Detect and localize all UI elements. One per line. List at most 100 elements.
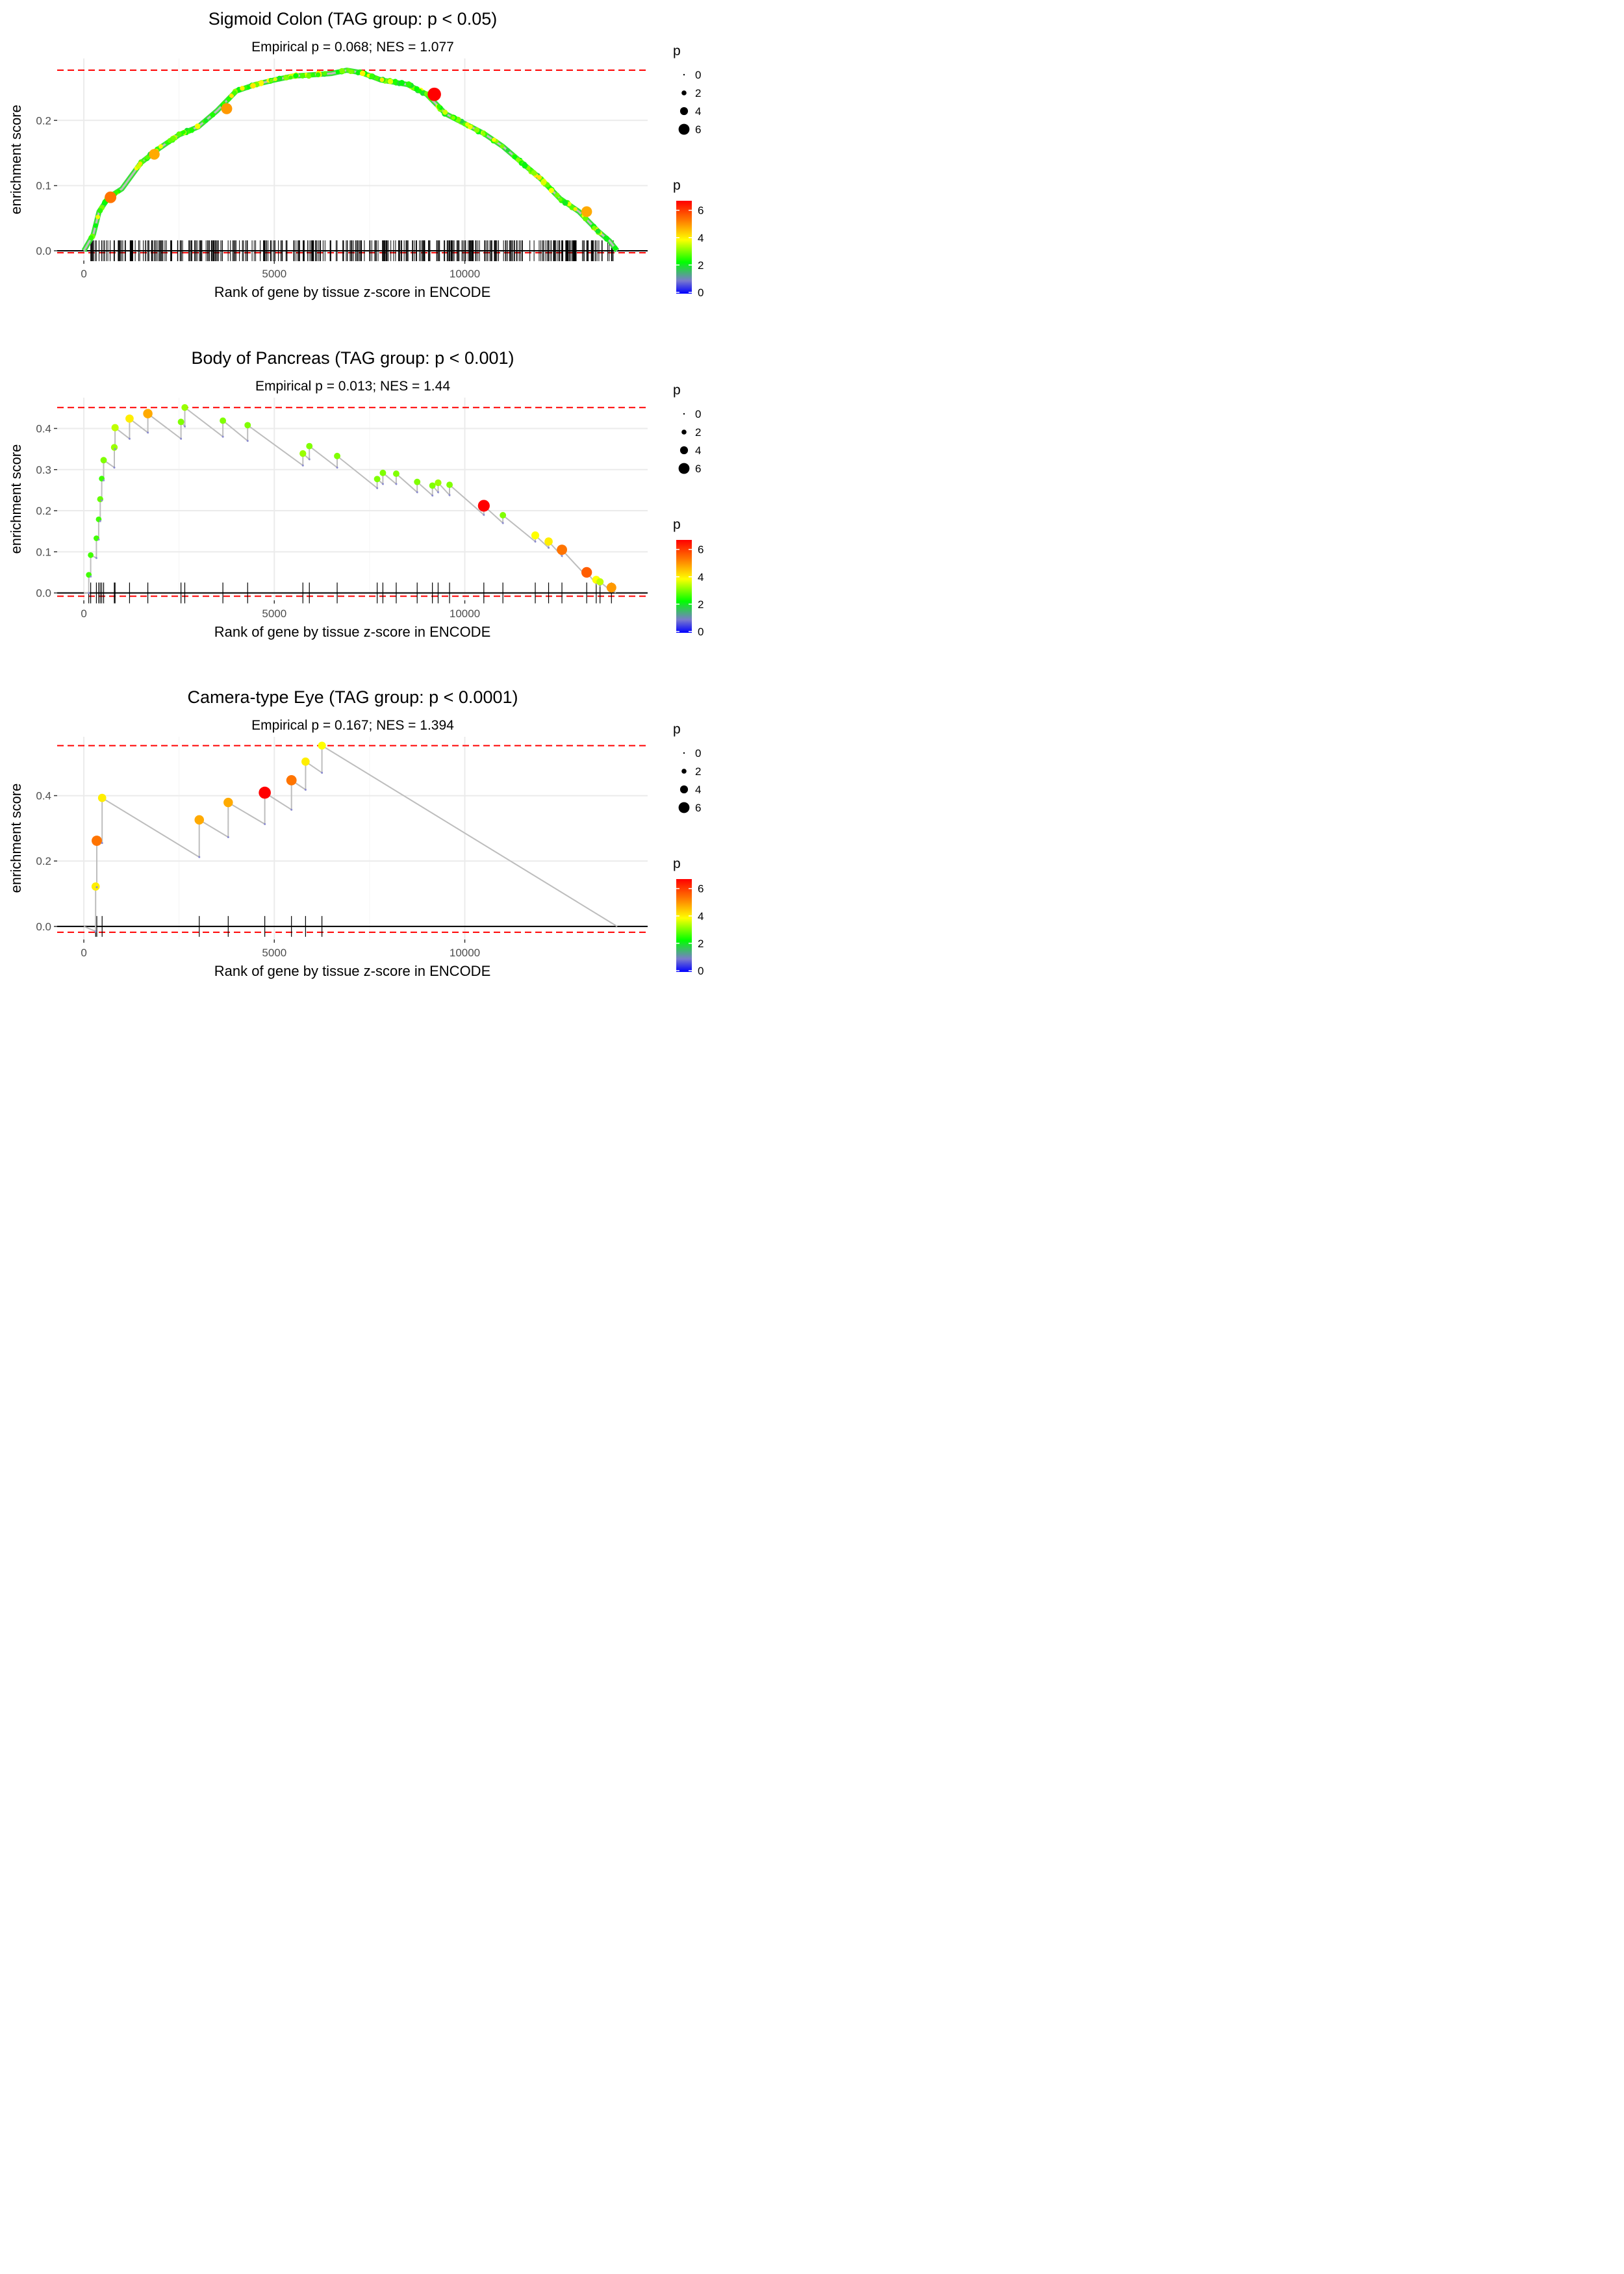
x-tick-label: 0 [81,947,86,959]
hit-point [177,418,184,426]
color-legend-label: 2 [698,598,704,611]
y-axis-label: enrichment score [8,444,24,554]
hit-point [405,81,412,87]
x-tick-label: 0 [81,607,86,620]
hit-point [240,86,245,91]
pre-hit-point [198,856,201,858]
pre-hit-point [308,458,311,461]
hit-point [283,76,288,81]
pre-hit-point [88,592,90,594]
hit-point [100,457,107,464]
hit-point [97,496,103,503]
hit-point [537,175,542,180]
rug-marks [90,240,614,261]
hit-point [515,157,521,162]
pre-hit-point [501,522,504,524]
hit-point [286,774,297,786]
pre-hit-point [94,930,97,932]
hit-point [592,225,596,230]
pre-hit-point [113,466,116,469]
y-tick-label: 0.0 [36,921,51,933]
y-tick-label: 0.3 [36,464,51,476]
size-legend-dot [678,463,690,474]
hit-point [481,132,486,136]
pre-hit-point [95,886,98,888]
pre-hit-point [147,431,149,434]
hit-point [562,199,568,206]
color-legend-title: p [673,517,681,532]
x-axis-label: Rank of gene by tissue z-score in ENCODE [214,624,491,640]
hit-point [293,73,299,79]
es-curve [81,68,620,253]
hit-point [414,478,421,485]
size-legend-label: 4 [695,105,701,118]
hit-point [492,138,496,142]
pre-hit-point [97,538,100,541]
hit-point [223,797,233,808]
hit-point [232,90,237,96]
hit-point [229,93,234,98]
color-legend-label: 2 [698,938,704,950]
color-legend-label: 2 [698,259,704,272]
pre-hit-point [548,546,550,549]
size-legend-label: 6 [695,123,701,136]
pre-hit-point [561,555,563,557]
hit-point [306,442,313,450]
hit-point [189,127,195,133]
size-legend-dot [681,429,687,435]
grid-lines [57,737,648,939]
hit-point [544,537,553,546]
es-curve [83,744,618,932]
hit-point [468,124,473,130]
color-bar [676,201,692,294]
hit-point [427,87,441,101]
hit-point [334,452,340,459]
size-legend-label: 0 [695,408,701,420]
hit-point [464,122,470,127]
hit-point [429,482,436,489]
hit-point [379,469,387,476]
pre-hit-point [437,491,439,494]
hit-point [315,72,321,77]
pre-hit-point [90,575,92,578]
hit-point [299,73,306,79]
size-legend-dot [679,107,689,116]
pre-hit-point [301,464,304,466]
chart-title: Body of Pancreas (TAG group: p < 0.001) [191,348,514,368]
x-tick-label: 0 [81,268,86,280]
color-legend-title: p [673,178,681,193]
hit-point [540,179,546,186]
hit-points [88,68,618,251]
hit-point [301,757,310,766]
hit-point [554,192,560,198]
chart-panel-1: Sigmoid Colon (TAG group: p < 0.05) Empir… [8,9,704,300]
hit-point [548,188,554,194]
hit-point [446,481,453,489]
hit-point [581,567,592,578]
hit-point [522,162,528,169]
color-legend-title: p [673,856,681,871]
hit-point [369,73,375,79]
hit-point [359,70,366,77]
x-tick-label: 10000 [450,607,480,620]
hit-point [613,246,618,251]
grid-lines [57,398,648,600]
hit-point [558,197,563,201]
hit-point [95,214,101,220]
hit-point [299,450,307,457]
chart-panel-3: Camera-type Eye (TAG group: p < 0.0001) E… [8,687,704,979]
es-curve-line [83,744,618,932]
pre-hit-point [222,435,224,438]
hit-point [557,544,567,556]
hit-point [288,75,293,80]
hit-point [125,414,134,423]
hit-point [111,424,119,431]
legend: p 0 2 4 6 p 6 4 2 0 [673,722,704,977]
pre-hit-point [416,491,418,494]
hit-points [91,741,326,932]
hit-point [92,836,102,846]
size-legend-dot [678,802,690,813]
x-tick-label: 10000 [450,268,480,280]
hit-point [606,582,616,593]
pre-hit-point [321,771,324,774]
